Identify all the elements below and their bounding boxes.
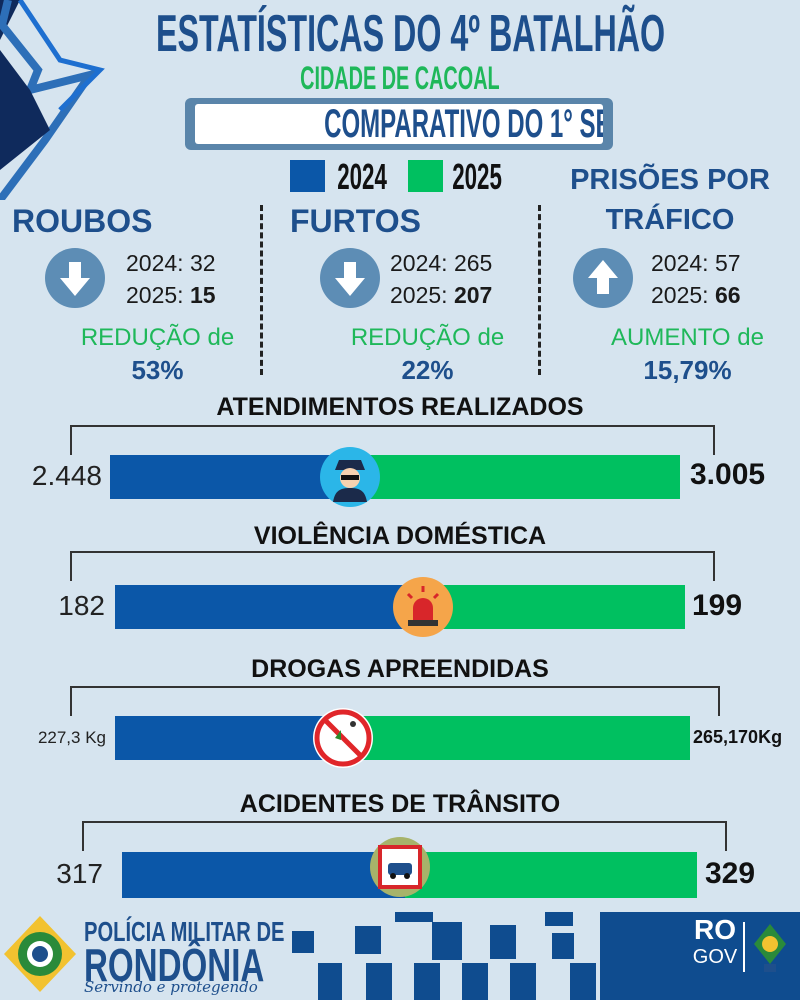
ro-gov-logo: RO <box>694 914 736 945</box>
section-title: DROGAS APREENDIDAS <box>251 655 549 683</box>
arrow-up-icon <box>573 248 633 308</box>
decor-square <box>462 963 488 1000</box>
roubos-change: REDUÇÃO de <box>80 324 235 351</box>
roubos-2024: 2024: 32 <box>126 250 216 276</box>
bracket <box>70 551 715 581</box>
decor-square <box>570 963 596 1000</box>
furtos-2025: 2025: 207 <box>390 282 493 308</box>
decor-square <box>366 963 392 1000</box>
comparison-bar <box>110 455 680 499</box>
decor-square <box>432 922 462 960</box>
value-2024: 317 <box>56 858 103 889</box>
no-drugs-icon <box>313 708 373 768</box>
decor-square <box>545 912 573 926</box>
trafico-title: TRÁFICO <box>605 204 735 236</box>
prisoes-2025: 2025: 66 <box>651 282 741 308</box>
city-subtitle: CIDADE DE CACOAL <box>300 60 500 96</box>
legend-label-2025: 2025 <box>452 156 502 197</box>
value-2025: 265,170Kg <box>693 727 783 747</box>
siren-icon <box>393 577 453 637</box>
arrow-down-icon <box>320 248 380 308</box>
roubos-2025: 2025: 15 <box>126 282 216 308</box>
decor-square <box>510 963 536 1000</box>
value-2025: 199 <box>692 589 743 622</box>
furtos-2024: 2024: 265 <box>390 250 493 276</box>
decor-square <box>395 912 433 922</box>
decor-square <box>318 963 342 1000</box>
footer-org-line2: RONDÔNIA <box>84 939 265 991</box>
section-title: VIOLÊNCIA DOMÉSTICA <box>253 522 547 550</box>
section-title: ATENDIMENTOS REALIZADOS <box>216 393 584 421</box>
divider <box>538 205 541 375</box>
divider <box>743 922 745 972</box>
value-2024: 227,3 Kg <box>37 728 106 747</box>
pm-rondonia-emblem <box>4 916 76 992</box>
decor-square <box>292 931 314 953</box>
legend-swatch-2025 <box>408 160 443 192</box>
furtos-title: FURTOS <box>290 203 421 239</box>
decor-square <box>490 925 516 959</box>
bracket <box>70 686 720 716</box>
roubos-pct: 53% <box>131 355 184 385</box>
bracket <box>82 821 727 851</box>
decor-square <box>552 933 574 959</box>
police-officer-icon <box>320 447 380 507</box>
prisoes-title: PRISÕES POR <box>570 164 770 196</box>
decor-square <box>355 926 381 954</box>
furtos-change: REDUÇÃO de <box>350 324 505 351</box>
divider <box>260 205 263 375</box>
car-crash-icon <box>370 837 430 897</box>
footer-org-line1: POLÍCIA MILITAR DE <box>84 916 285 947</box>
prisoes-change: AUMENTO de <box>611 324 764 351</box>
value-2024: 182 <box>58 590 105 621</box>
roubos-title: ROUBOS <box>12 203 153 239</box>
legend-label-2024: 2024 <box>337 156 387 197</box>
decor-square <box>414 963 440 1000</box>
arrow-down-icon <box>45 248 105 308</box>
comparison-bar <box>115 585 685 629</box>
furtos-pct: 22% <box>401 355 454 385</box>
comparison-banner: COMPARATIVO DO 1° SEMESTRE <box>185 98 613 150</box>
prisoes-2024: 2024: 57 <box>651 250 741 276</box>
rondonia-coat-of-arms <box>754 924 786 972</box>
comparison-bar <box>122 852 697 898</box>
section-title: ACIDENTES DE TRÂNSITO <box>239 790 561 818</box>
page-title: ESTATÍSTICAS DO 4º BATALHÃO <box>156 5 666 63</box>
corner-decoration <box>0 0 105 200</box>
prisoes-pct: 15,79% <box>643 355 732 385</box>
comparison-bar <box>115 716 690 760</box>
ro-gov-logo-sub: GOV <box>692 946 738 968</box>
footer-motto: Servindo e protegendo <box>84 978 258 996</box>
legend-swatch-2024 <box>290 160 325 192</box>
value-2025: 3.005 <box>690 458 766 491</box>
bracket <box>70 425 715 455</box>
value-2024: 2.448 <box>31 460 102 491</box>
value-2025: 329 <box>705 857 756 890</box>
